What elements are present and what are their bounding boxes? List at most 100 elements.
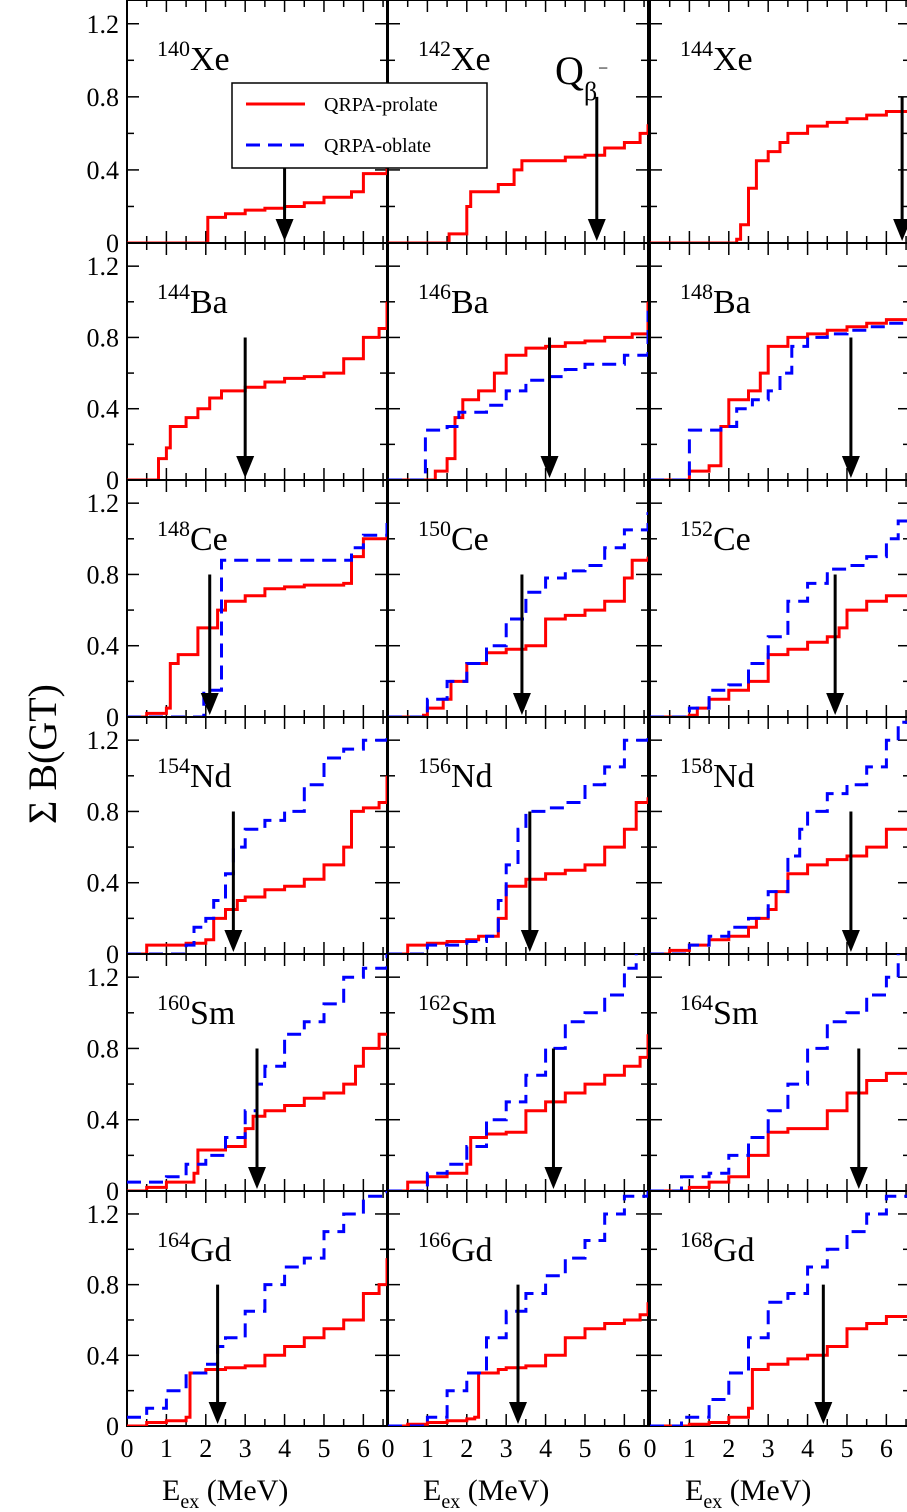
- prolate-curve: [650, 1071, 907, 1191]
- nucleus-label: 166Gd: [418, 1227, 493, 1269]
- q-value-arrowhead: [275, 219, 294, 241]
- x-tick-label: 0: [644, 1434, 657, 1463]
- oblate-curve: [388, 310, 648, 480]
- y-tick-label: 0.4: [87, 869, 120, 898]
- nucleus-label: 154Nd: [157, 753, 232, 795]
- prolate-curve: [127, 1258, 387, 1426]
- nucleus-label: 168Gd: [680, 1227, 755, 1269]
- y-tick-label: 0.8: [87, 1271, 120, 1300]
- oblate-curve: [650, 1194, 907, 1426]
- panel-148ce: 0 0.4 0.8 1.2 148Ce: [87, 479, 388, 732]
- y-axis-label: Σ B(GT): [20, 684, 65, 824]
- panel-160sm: 0 0.4 0.8 1.2 160Sm: [87, 953, 388, 1206]
- x-tick-label: 3: [762, 1434, 775, 1463]
- q-value-arrowhead: [893, 219, 907, 241]
- oblate-curve: [388, 954, 638, 1191]
- prolate-curve: [388, 556, 648, 717]
- y-tick-label: 0.4: [87, 156, 120, 185]
- y-tick-label: 0.4: [87, 1106, 120, 1135]
- prolate-curve: [127, 301, 387, 480]
- q-value-arrowhead: [849, 1167, 868, 1189]
- nucleus-label: 142Xe: [418, 36, 491, 78]
- y-tick-label: 0: [106, 466, 119, 495]
- q-value-arrowhead: [841, 456, 860, 478]
- panel-148ba: 148Ba: [649, 242, 907, 481]
- y-tick-label: 0.4: [87, 632, 120, 661]
- x-tick-label: 2: [460, 1434, 473, 1463]
- legend-box: [231, 82, 488, 169]
- panel-150ce: 150Ce: [387, 479, 649, 718]
- nucleus-label: 144Ba: [157, 279, 228, 321]
- prolate-curve: [650, 110, 907, 243]
- legend: QRPA-prolate QRPA-oblate: [231, 82, 488, 169]
- nucleus-label: 156Nd: [418, 753, 493, 795]
- panel-144ba: 0 0.4 0.8 1.2 144Ba: [87, 242, 388, 495]
- panel-156nd: 156Nd: [387, 716, 649, 955]
- y-tick-label: 0: [106, 1412, 119, 1441]
- prolate-curve: [388, 124, 648, 243]
- q-value-arrowhead: [544, 1167, 563, 1189]
- nucleus-label: 144Xe: [680, 36, 753, 78]
- x-tick-label: 0: [121, 1434, 134, 1463]
- prolate-curve: [388, 1034, 648, 1191]
- panel-142xe: 142Xe: [387, 0, 649, 244]
- q-value-arrowhead: [826, 693, 845, 715]
- nucleus-label: 162Sm: [418, 990, 496, 1032]
- y-tick-label: 0: [106, 229, 119, 258]
- prolate-curve: [127, 524, 387, 717]
- oblate-curve: [650, 321, 907, 480]
- panels-layer: 0 0.4 0.8 1.2 140Xe 142Xe 144Xe 0 0.4 0.8 1.2 144Ba…: [87, 0, 907, 1512]
- y-tick-label: 0.8: [87, 323, 120, 352]
- x-tick-label: 3: [239, 1434, 252, 1463]
- panel-162sm: 162Sm: [387, 953, 649, 1192]
- panel-168gd: 0 1 2 3 4 5 6 Eex (MeV) 168Gd: [644, 1190, 907, 1512]
- legend-prolate-label: QRPA-prolate: [324, 94, 438, 116]
- x-tick-label: 1: [160, 1434, 173, 1463]
- prolate-curve: [388, 1302, 648, 1426]
- y-tick-label: 0.8: [87, 1034, 120, 1063]
- legend-oblate-label: QRPA-oblate: [324, 135, 431, 157]
- prolate-curve: [388, 301, 648, 480]
- oblate-curve: [388, 512, 648, 717]
- x-tick-label: 5: [578, 1434, 591, 1463]
- oblate-curve: [650, 954, 900, 1191]
- x-tick-label: 4: [278, 1434, 291, 1463]
- y-tick-label: 0.8: [87, 797, 120, 826]
- y-tick-label: 0: [106, 703, 119, 732]
- panel-144xe: 144Xe: [649, 0, 907, 244]
- q-value-arrowhead: [248, 1167, 266, 1189]
- y-tick-label: 0.4: [87, 395, 120, 424]
- nucleus-label: 140Xe: [157, 36, 230, 78]
- q-value-arrowhead: [224, 930, 243, 952]
- q-beta-subscript: β: [584, 77, 597, 106]
- oblate-curve: [127, 1191, 387, 1419]
- q-beta-annotation: Q β −: [555, 48, 608, 106]
- q-value-arrowhead: [512, 693, 531, 715]
- prolate-curve: [127, 1032, 387, 1191]
- y-tick-label: 1.2: [87, 489, 120, 518]
- nucleus-label: 164Gd: [157, 1227, 232, 1269]
- prolate-curve: [650, 318, 907, 480]
- x-tick-label: 2: [722, 1434, 735, 1463]
- nucleus-label: 148Ce: [157, 516, 228, 558]
- x-tick-label: 5: [317, 1434, 330, 1463]
- nucleus-label: 148Ba: [680, 279, 751, 321]
- q-value-arrowhead: [509, 1402, 527, 1424]
- prolate-curve: [127, 775, 387, 954]
- q-beta-superscript: −: [598, 58, 608, 78]
- x-axis-title: Eex (MeV): [423, 1474, 549, 1512]
- y-tick-label: 0.8: [87, 560, 120, 589]
- nucleus-label: 152Ce: [680, 516, 751, 558]
- x-tick-label: 1: [421, 1434, 434, 1463]
- prolate-curve: [650, 594, 907, 717]
- q-value-arrowhead: [841, 930, 860, 952]
- q-value-arrowhead: [814, 1402, 833, 1424]
- x-tick-label: 5: [840, 1434, 853, 1463]
- panel-146ba: 146Ba: [387, 242, 649, 481]
- y-tick-label: 1.2: [87, 963, 120, 992]
- x-tick-label: 1: [683, 1434, 696, 1463]
- nucleus-label: 150Ce: [418, 516, 489, 558]
- nucleus-label: 158Nd: [680, 753, 755, 795]
